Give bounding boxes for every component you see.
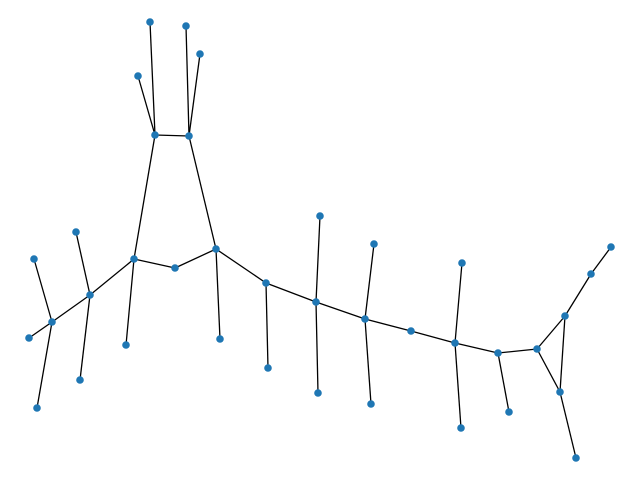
graph-edge: [560, 392, 576, 458]
graph-node: [151, 131, 159, 139]
graph-node: [264, 364, 272, 372]
graph-node: [458, 259, 466, 267]
graph-edge: [80, 295, 90, 380]
graph-edge: [560, 316, 565, 392]
graph-node: [607, 243, 615, 251]
graph-nodes: [25, 18, 615, 462]
graph-node: [505, 408, 513, 416]
graph-edge: [498, 353, 509, 412]
graph-edge: [186, 26, 189, 136]
graph-edge: [365, 319, 371, 404]
graph-edge: [175, 249, 216, 268]
graph-edge: [316, 302, 318, 393]
graph-edge: [316, 216, 320, 302]
graph-node: [561, 312, 569, 320]
graph-edge: [411, 331, 455, 343]
graph-node: [572, 454, 580, 462]
graph-edge: [76, 232, 90, 295]
graph-edge: [37, 322, 52, 408]
graph-edge: [29, 322, 52, 338]
graph-edge: [455, 263, 462, 343]
graph-node: [361, 315, 369, 323]
graph-edge: [155, 135, 189, 136]
graph-node: [212, 245, 220, 253]
graph-edge: [189, 136, 216, 249]
graph-node: [171, 264, 179, 272]
graph-edge: [216, 249, 220, 339]
graph-node: [86, 291, 94, 299]
graph-edge: [365, 244, 374, 319]
graph-node: [556, 388, 564, 396]
graph-edge: [90, 259, 134, 295]
graph-edge: [134, 135, 155, 259]
graph-node: [185, 132, 193, 140]
graph-node: [122, 341, 130, 349]
graph-edge: [455, 343, 498, 353]
graph-node: [72, 228, 80, 236]
graph-edge: [365, 319, 411, 331]
graph-edge: [591, 247, 611, 274]
graph-node: [196, 50, 204, 58]
graph-node: [587, 270, 595, 278]
graph-node: [494, 349, 502, 357]
graph-edge: [266, 283, 268, 368]
graph-node: [451, 339, 459, 347]
graph-node: [262, 279, 270, 287]
graph-node: [312, 298, 320, 306]
graph-edge: [498, 349, 537, 353]
graph-node: [316, 212, 324, 220]
graph-edge: [316, 302, 365, 319]
graph-edge: [52, 295, 90, 322]
graph-edge: [537, 349, 560, 392]
graph-node: [48, 318, 56, 326]
graph-node: [146, 18, 154, 26]
graph-node: [216, 335, 224, 343]
graph-node: [407, 327, 415, 335]
graph-node: [533, 345, 541, 353]
graph-node: [30, 255, 38, 263]
graph-node: [370, 240, 378, 248]
graph-node: [314, 389, 322, 397]
graph-edge: [134, 259, 175, 268]
graph-edge: [455, 343, 461, 428]
graph-edge: [126, 259, 134, 345]
graph-edge: [266, 283, 316, 302]
graph-node: [33, 404, 41, 412]
graph-edge: [565, 274, 591, 316]
graph-node: [134, 72, 142, 80]
graph-edge: [537, 316, 565, 349]
graph-node: [182, 22, 190, 30]
graph-node: [457, 424, 465, 432]
graph-node: [130, 255, 138, 263]
graph-node: [76, 376, 84, 384]
graph-node: [367, 400, 375, 408]
graph-edge: [216, 249, 266, 283]
graph-edge: [189, 54, 200, 136]
graph-node: [25, 334, 33, 342]
graph-edge: [34, 259, 52, 322]
